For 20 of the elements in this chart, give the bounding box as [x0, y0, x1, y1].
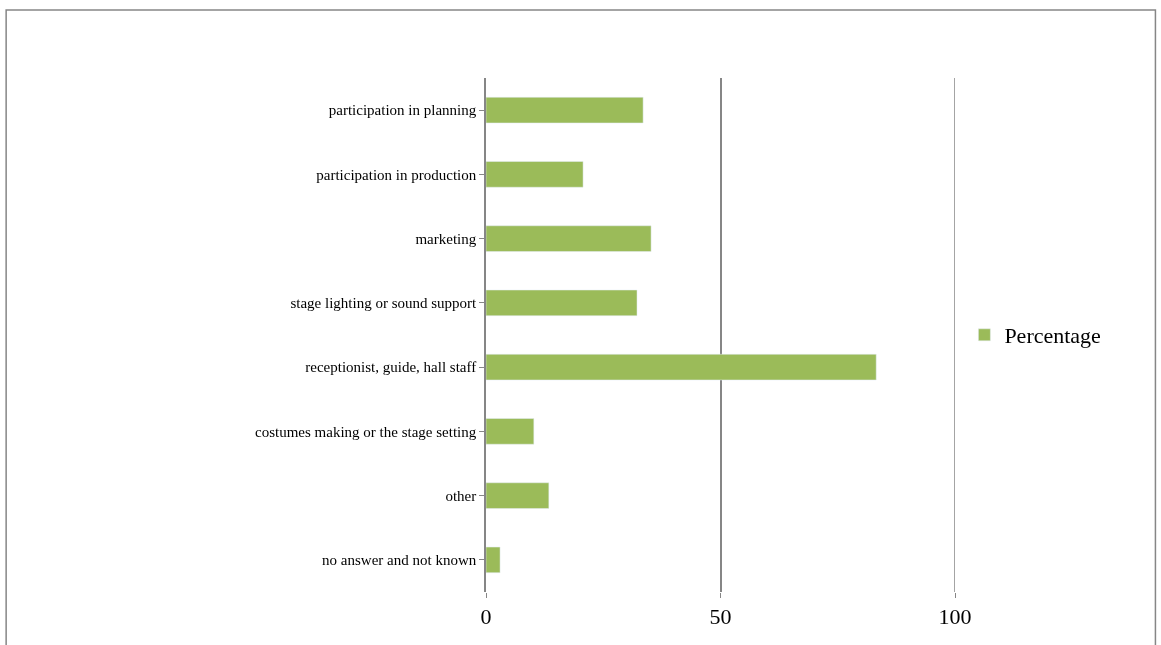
- x-tick-label: 100: [938, 604, 972, 630]
- bar: [486, 161, 584, 188]
- bar: [486, 97, 644, 124]
- legend-label: Percentage: [1004, 323, 1101, 349]
- x-tick-label: 0: [480, 604, 492, 630]
- y-tick-label: marketing: [415, 230, 477, 247]
- y-tick-label: participation in production: [316, 166, 477, 183]
- y-tick-label: stage lighting or sound support: [290, 295, 478, 312]
- y-tick-label: receptionist, guide, hall staff: [305, 359, 477, 376]
- x-tick-label: 50: [709, 604, 732, 630]
- bar: [486, 418, 535, 445]
- bar: [486, 546, 501, 573]
- bar: [486, 482, 550, 509]
- bar: [486, 354, 877, 381]
- y-tick-label: costumes making or the stage setting: [255, 423, 477, 440]
- y-tick-label: no answer and not known: [322, 552, 477, 569]
- bar: [486, 289, 638, 316]
- bar: [486, 225, 652, 252]
- y-tick-label: participation in planning: [328, 102, 477, 119]
- y-tick-label: other: [445, 487, 477, 504]
